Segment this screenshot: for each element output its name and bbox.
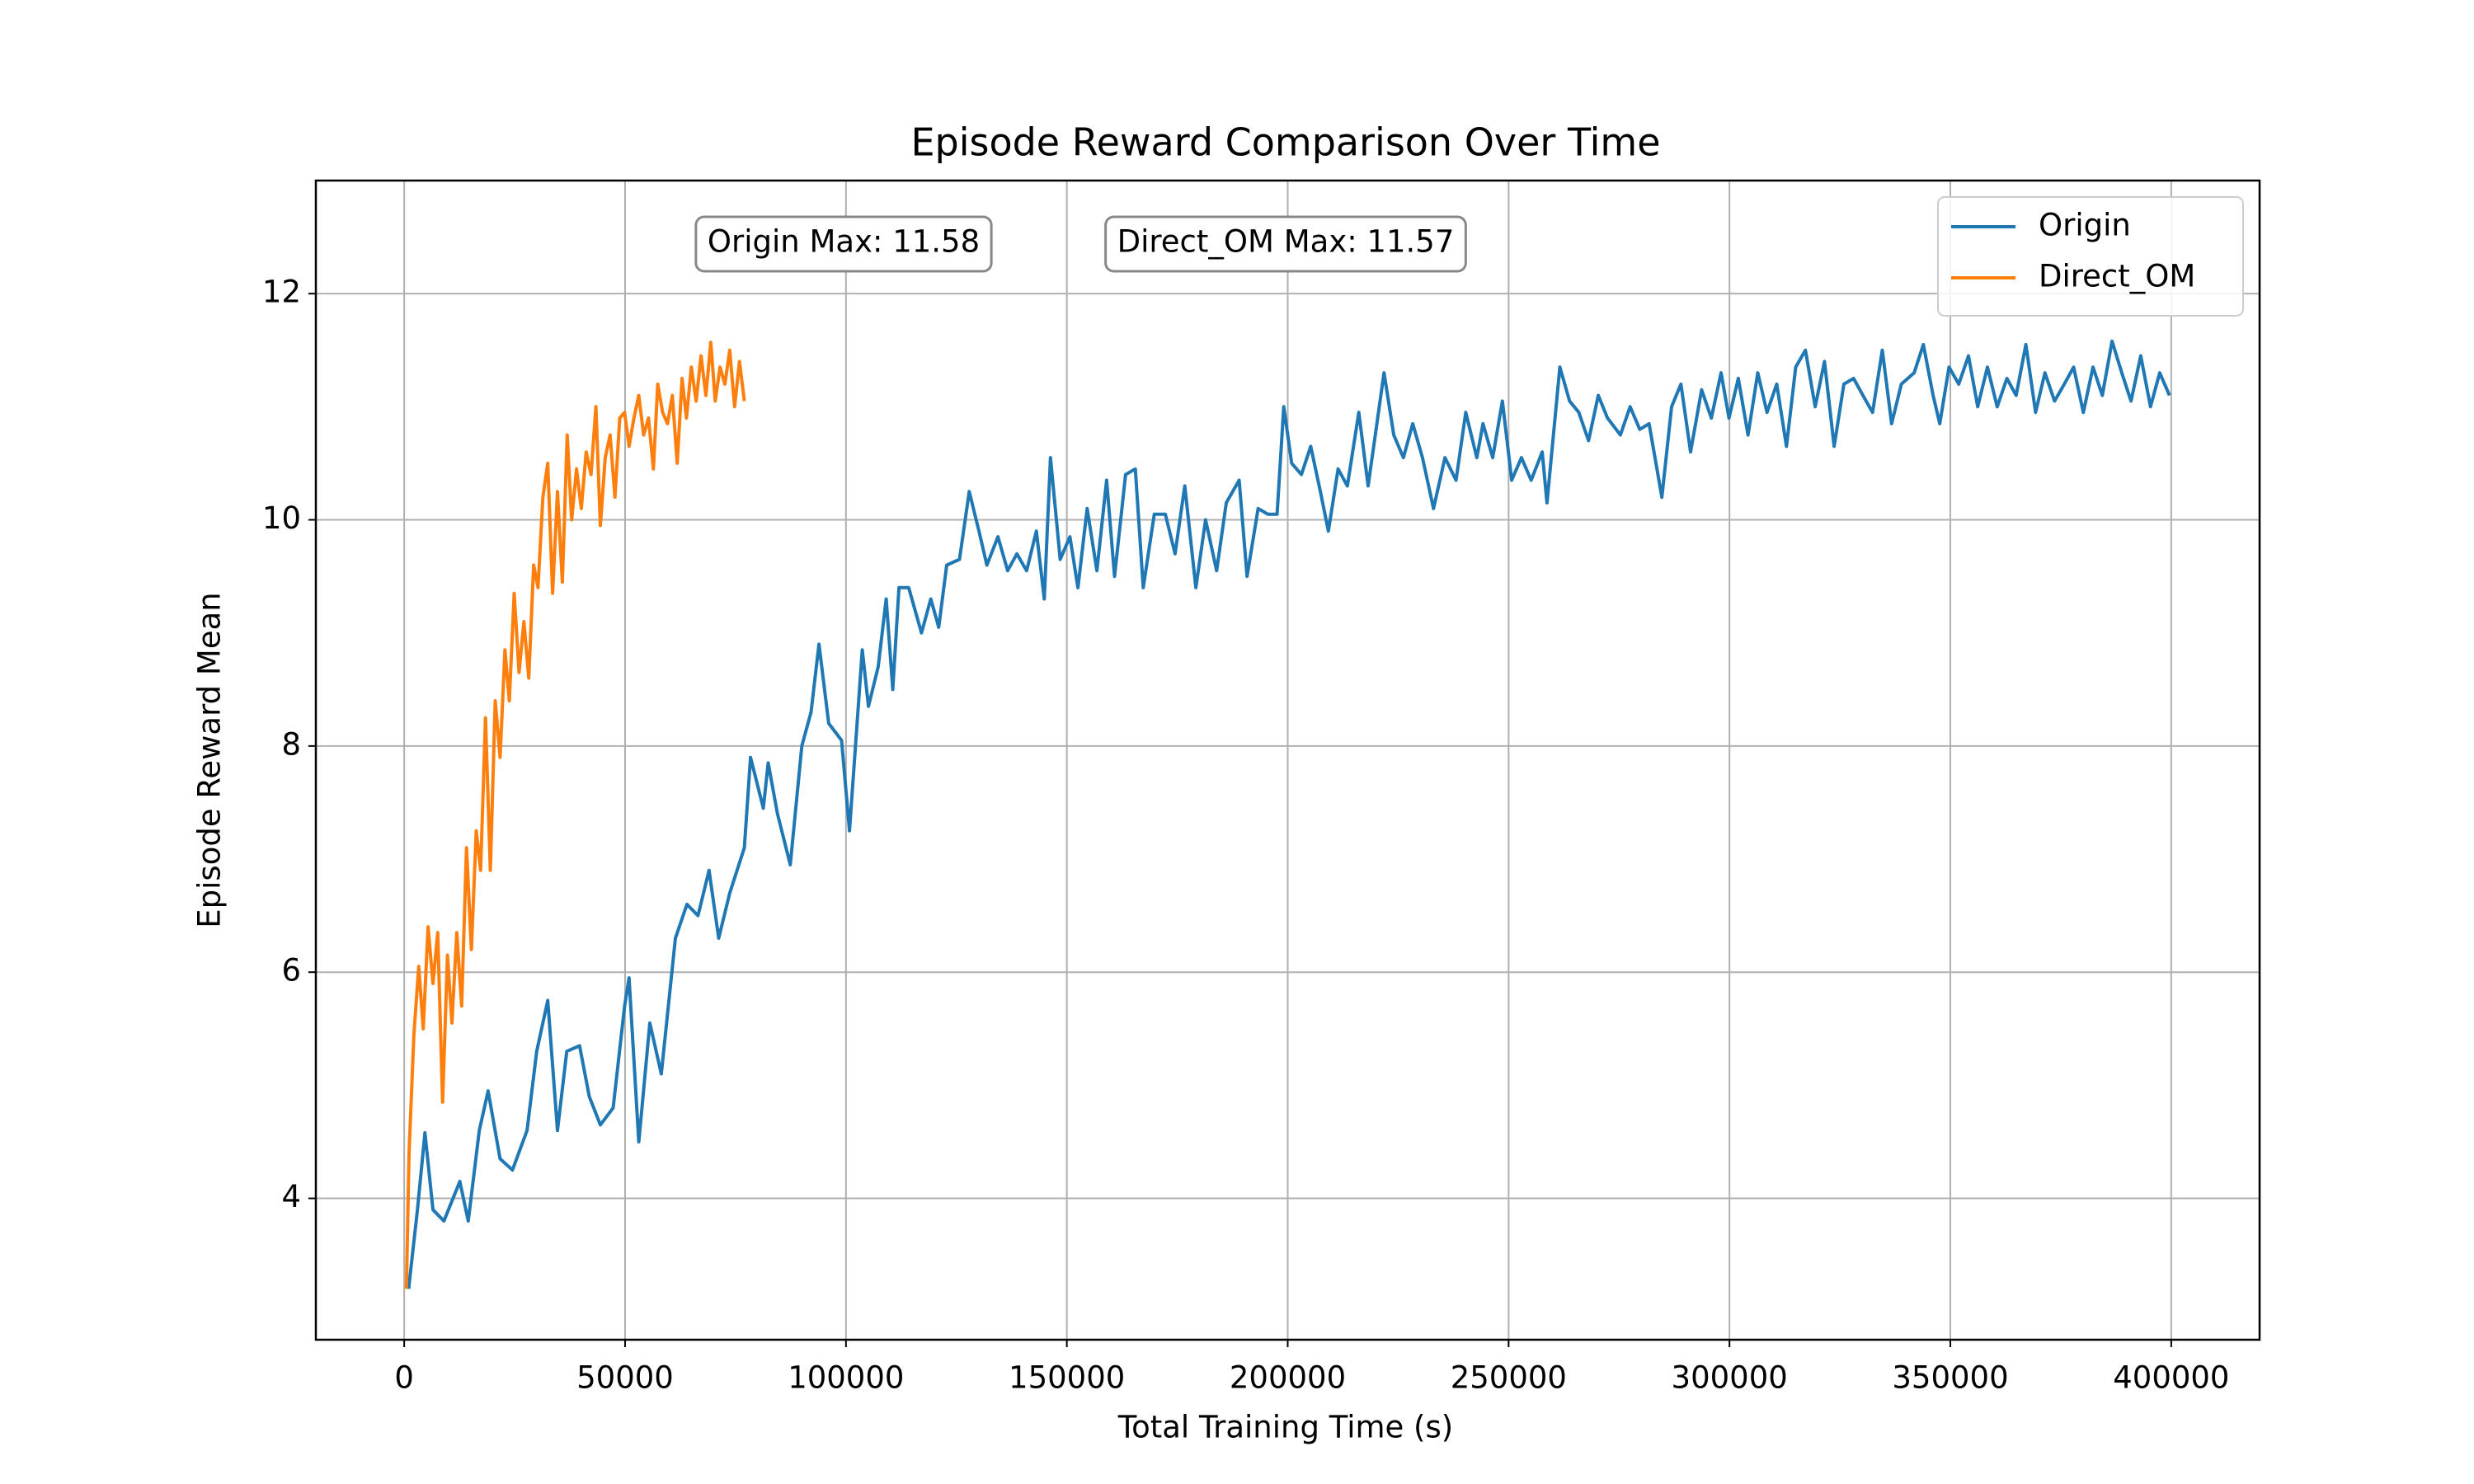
y-axis-label: Episode Reward Mean (192, 592, 228, 928)
annotation-text: Origin Max: 11.58 (708, 224, 980, 260)
x-tick-label: 400000 (2113, 1360, 2229, 1396)
x-tick-label: 200000 (1230, 1360, 1346, 1396)
x-tick-label: 100000 (788, 1360, 904, 1396)
annotation: Origin Max: 11.58 (694, 215, 993, 273)
y-tick-label: 8 (281, 726, 301, 762)
x-axis-label: Total Training Time (s) (1117, 1410, 1453, 1445)
annotation-box (694, 215, 993, 273)
x-tick-label: 350000 (1892, 1360, 2008, 1396)
x-tick-label: 0 (394, 1360, 414, 1396)
annotation-text: Direct_OM Max: 11.57 (1117, 224, 1455, 260)
legend-label: Origin (2039, 208, 2131, 243)
line-series (407, 339, 2171, 1289)
legend-label: Direct_OM (2039, 259, 2195, 294)
x-tick-label: 150000 (1009, 1360, 1125, 1396)
y-tick-label: 4 (281, 1179, 301, 1214)
chart-title: Episode Reward Comparison Over Time (910, 120, 1660, 165)
x-tick-label: 50000 (576, 1360, 674, 1396)
x-tick-label: 250000 (1451, 1360, 1567, 1396)
plot-frame (314, 179, 2261, 1341)
y-tick-label: 10 (262, 500, 301, 536)
y-tick-label: 6 (281, 953, 301, 989)
y-tick-label: 12 (262, 275, 301, 310)
annotation-box (1104, 215, 1467, 273)
x-tick-label: 300000 (1672, 1360, 1788, 1396)
line-series (404, 340, 746, 1289)
annotation: Direct_OM Max: 11.57 (1104, 215, 1467, 273)
